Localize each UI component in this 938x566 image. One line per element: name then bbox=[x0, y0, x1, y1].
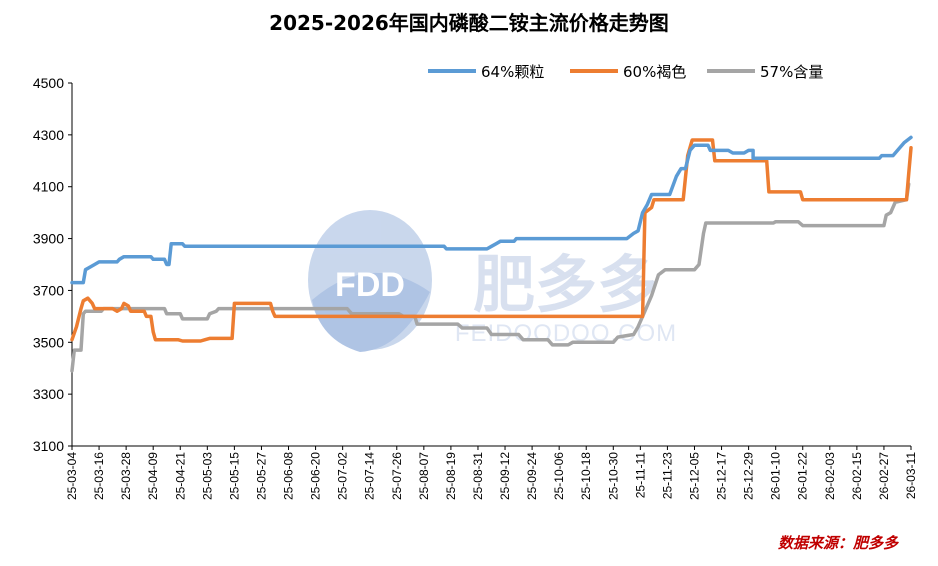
x-tick-label: 25-07-14 bbox=[363, 452, 377, 500]
x-tick-label: 25-12-05 bbox=[687, 452, 701, 500]
x-tick-label: 25-05-27 bbox=[254, 452, 268, 500]
chart-title: 2025-2026年国内磷酸二铵主流价格走势图 bbox=[269, 11, 669, 35]
x-tick-label: 26-02-15 bbox=[850, 452, 864, 500]
x-tick-label: 25-05-15 bbox=[227, 452, 241, 500]
x-tick-label: 25-08-19 bbox=[444, 452, 458, 500]
x-tick-label: 25-03-16 bbox=[92, 452, 106, 500]
y-tick-label: 3700 bbox=[33, 282, 64, 298]
x-tick-label: 25-04-09 bbox=[146, 452, 160, 500]
x-tick-label: 25-11-23 bbox=[660, 452, 674, 499]
fdd-logo-icon: FDD bbox=[308, 210, 432, 352]
x-tick-label: 26-03-11 bbox=[904, 452, 918, 499]
x-tick-label: 26-02-27 bbox=[877, 452, 891, 500]
y-tick-label: 3100 bbox=[33, 438, 64, 454]
y-tick-label: 4500 bbox=[33, 75, 64, 91]
series-line-1 bbox=[70, 135, 913, 285]
x-tick-label: 25-04-21 bbox=[173, 452, 187, 500]
x-tick-label: 25-03-28 bbox=[119, 452, 133, 500]
legend-label: 60%褐色 bbox=[623, 63, 686, 81]
y-tick-label: 4300 bbox=[33, 127, 64, 143]
y-axis-ticks: 3100 3300 3500 3700 3900 4100 4300 4500 bbox=[33, 75, 72, 454]
x-tick-label: 25-03-04 bbox=[65, 452, 79, 500]
y-tick-label: 3900 bbox=[33, 231, 64, 247]
x-tick-label: 25-10-30 bbox=[606, 452, 620, 500]
x-tick-label: 25-06-20 bbox=[309, 452, 323, 500]
legend-label: 57%含量 bbox=[760, 63, 823, 81]
watermark: FDD 肥多多 FEIDOODOO.COM bbox=[308, 210, 677, 352]
legend: 64%颗粒 60%褐色 57%含量 bbox=[428, 63, 823, 81]
x-tick-label: 25-12-17 bbox=[715, 452, 729, 500]
x-tick-label: 25-10-18 bbox=[579, 452, 593, 500]
series-lines bbox=[70, 135, 913, 373]
x-tick-label: 25-08-31 bbox=[471, 452, 485, 500]
y-tick-label: 4100 bbox=[33, 179, 64, 195]
y-tick-label: 3500 bbox=[33, 334, 64, 350]
x-tick-label: 25-05-03 bbox=[200, 452, 214, 500]
watermark-logo-text: FDD bbox=[335, 266, 405, 304]
x-axis-ticks: 25-03-04 25-03-16 25-03-28 25-04-09 25-04-21… bbox=[65, 446, 918, 500]
x-tick-label: 25-08-07 bbox=[417, 452, 431, 500]
x-tick-label: 25-10-06 bbox=[552, 452, 566, 500]
watermark-brand: 肥多多 bbox=[473, 248, 659, 321]
x-tick-label: 26-01-10 bbox=[769, 452, 783, 500]
watermark-url: FEIDOODOO.COM bbox=[455, 320, 677, 347]
x-tick-label: 26-01-22 bbox=[796, 452, 810, 500]
x-tick-label: 25-07-26 bbox=[390, 452, 404, 500]
x-tick-label: 25-09-24 bbox=[525, 452, 539, 500]
y-tick-label: 3300 bbox=[33, 386, 64, 402]
x-tick-label: 25-06-08 bbox=[282, 452, 296, 500]
x-tick-label: 26-02-03 bbox=[823, 452, 837, 500]
source-note: 数据来源：肥多多 bbox=[778, 534, 899, 552]
series-line-2 bbox=[70, 138, 913, 343]
x-tick-label: 25-11-11 bbox=[633, 452, 647, 499]
x-tick-label: 25-07-02 bbox=[336, 452, 350, 500]
x-tick-label: 25-12-29 bbox=[742, 452, 756, 500]
legend-label: 64%颗粒 bbox=[481, 63, 544, 81]
x-tick-label: 25-09-12 bbox=[498, 452, 512, 500]
series-line-3 bbox=[70, 182, 911, 373]
